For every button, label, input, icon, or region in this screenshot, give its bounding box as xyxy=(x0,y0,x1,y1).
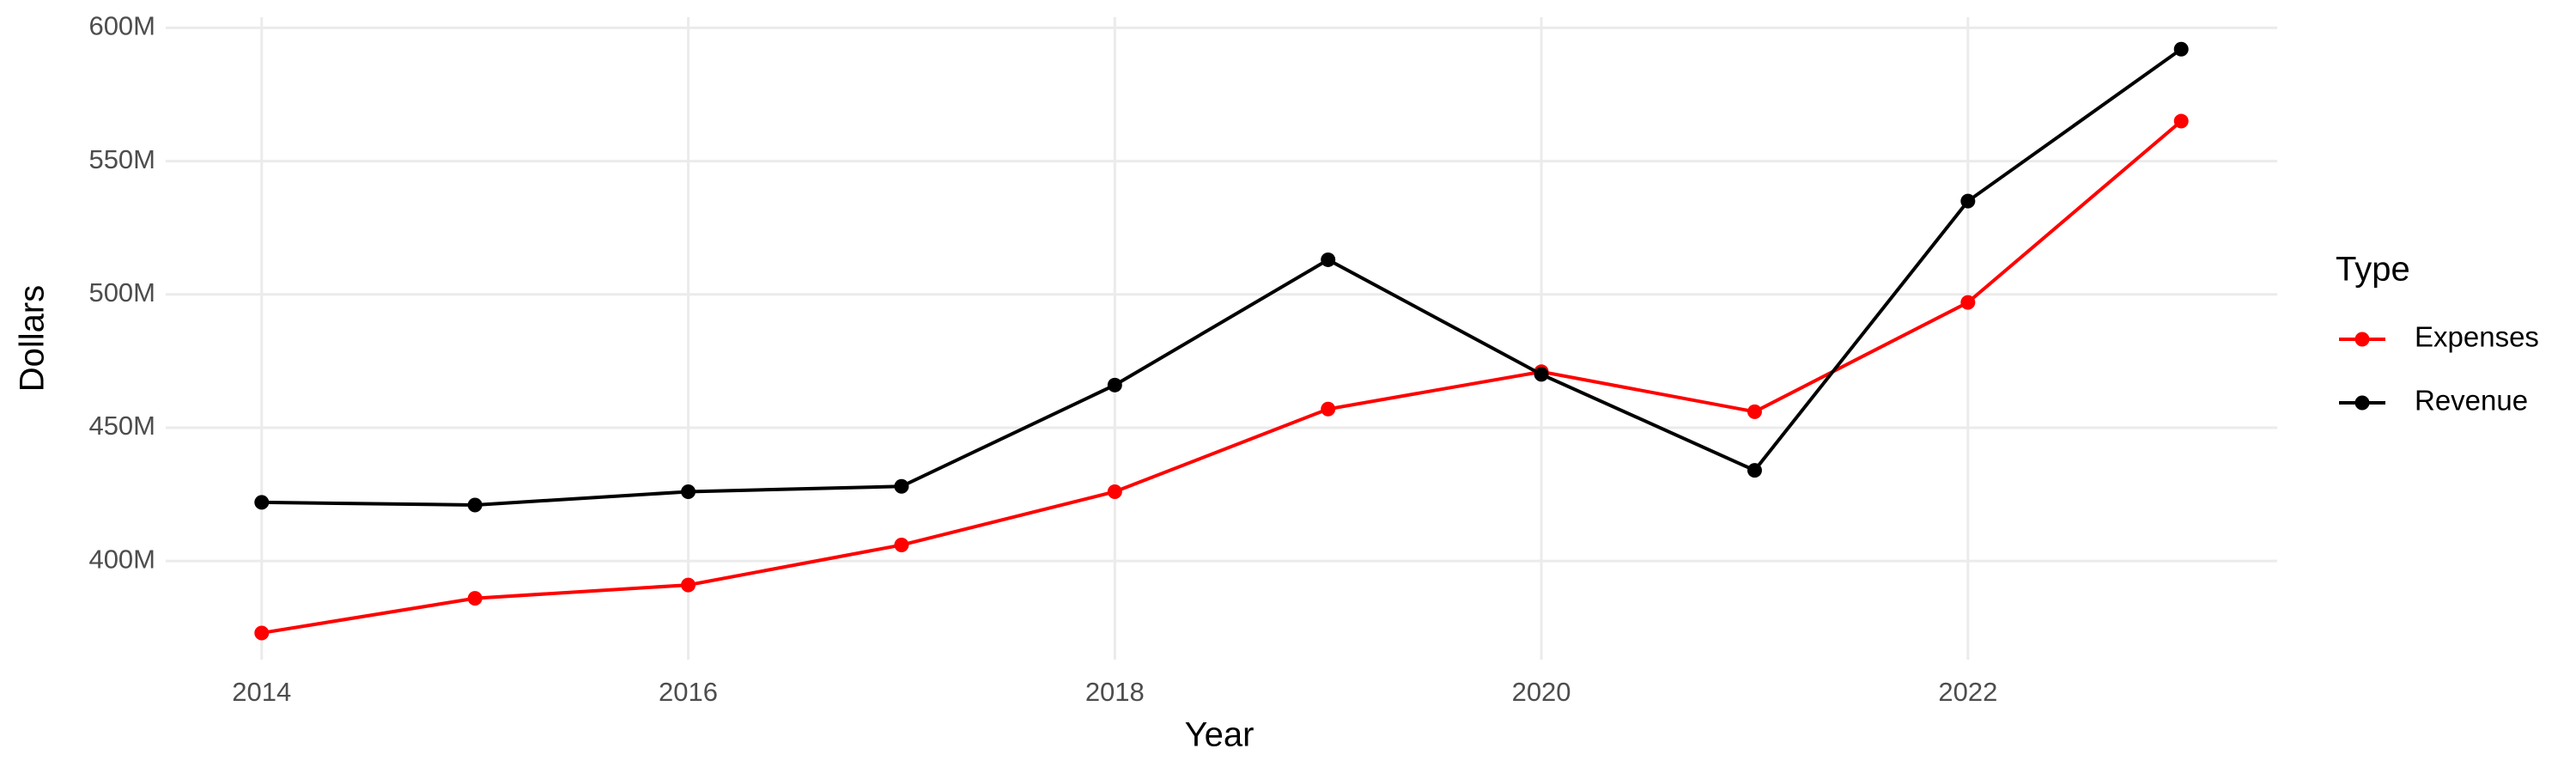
grid xyxy=(166,17,2277,660)
data-point xyxy=(681,577,696,593)
x-tick-label: 2018 xyxy=(1085,677,1145,707)
series-line xyxy=(261,119,2183,635)
legend-title: Type xyxy=(2336,251,2410,289)
data-point xyxy=(1107,484,1122,499)
y-tick-label: 400M xyxy=(88,544,155,574)
data-point xyxy=(1321,252,1336,267)
data-point xyxy=(894,538,909,553)
data-point xyxy=(1534,367,1549,382)
y-axis-title: Dollars xyxy=(14,285,52,392)
x-tick-label: 2020 xyxy=(1512,677,1571,707)
data-point xyxy=(681,484,696,499)
y-tick-label: 450M xyxy=(88,411,155,441)
x-tick-label: 2022 xyxy=(1938,677,1997,707)
data-point xyxy=(467,591,483,606)
data-point xyxy=(254,495,270,510)
data-point xyxy=(2173,113,2189,129)
legend-key-point xyxy=(2354,332,2370,347)
data-point xyxy=(1960,193,1976,209)
data-point xyxy=(467,497,483,513)
legend-label: Expenses xyxy=(2415,321,2539,353)
y-tick-label: 500M xyxy=(88,277,155,307)
y-tick-label: 550M xyxy=(88,144,155,174)
data-point xyxy=(254,625,270,641)
x-tick-label: 2016 xyxy=(659,677,718,707)
legend-label: Revenue xyxy=(2415,385,2528,417)
legend-key-point xyxy=(2354,395,2370,411)
data-point xyxy=(1747,463,1762,478)
x-axis-title: Year xyxy=(1185,716,1255,754)
data-point xyxy=(1960,295,1976,310)
data-point xyxy=(1107,377,1122,393)
data-point xyxy=(894,478,909,494)
x-tick-label: 2014 xyxy=(232,677,291,707)
y-tick-label: 600M xyxy=(88,11,155,41)
series-line xyxy=(261,47,2183,507)
data-point xyxy=(2173,41,2189,57)
data-point xyxy=(1321,401,1336,417)
data-point xyxy=(1747,404,1762,419)
